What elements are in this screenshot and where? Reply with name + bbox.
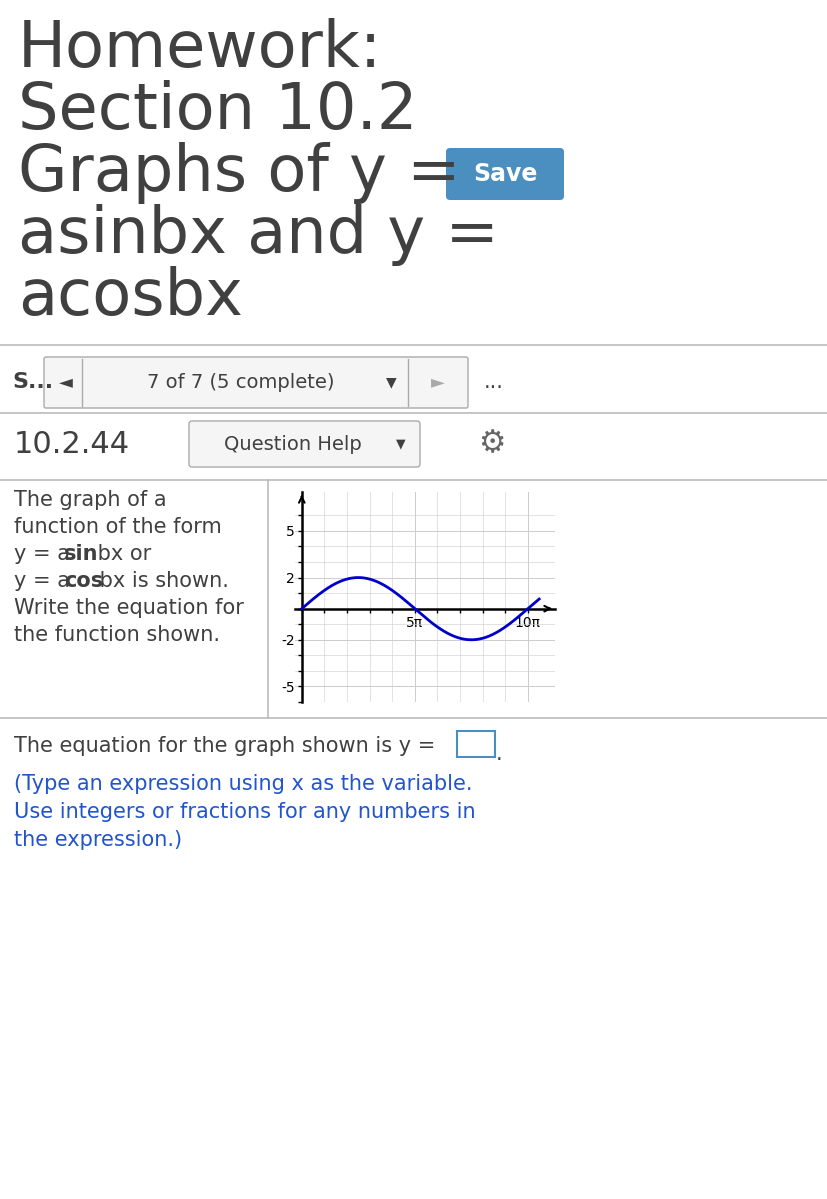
Text: .: . — [495, 745, 502, 764]
Text: Write the equation for: Write the equation for — [14, 598, 244, 617]
Text: bx is shown.: bx is shown. — [93, 571, 228, 591]
Text: ►: ► — [431, 374, 444, 392]
FancyBboxPatch shape — [457, 731, 495, 757]
Text: 7 of 7 (5 complete): 7 of 7 (5 complete) — [147, 373, 334, 392]
Text: acosbx: acosbx — [18, 266, 242, 329]
Text: asinbx and y =: asinbx and y = — [18, 204, 499, 266]
Text: function of the form: function of the form — [14, 517, 222, 537]
Text: Save: Save — [472, 162, 537, 186]
Text: Question Help: Question Help — [223, 434, 361, 453]
Text: ▼: ▼ — [385, 375, 396, 390]
Text: y = a: y = a — [14, 544, 77, 564]
FancyBboxPatch shape — [44, 357, 467, 408]
Text: Graphs of y =: Graphs of y = — [18, 141, 460, 204]
FancyBboxPatch shape — [189, 421, 419, 466]
Text: Homework:: Homework: — [18, 18, 382, 80]
Text: (Type an expression using x as the variable.: (Type an expression using x as the varia… — [14, 775, 472, 794]
Text: ⚙: ⚙ — [478, 429, 505, 458]
Text: Use integers or fractions for any numbers in: Use integers or fractions for any number… — [14, 802, 475, 823]
Text: bx or: bx or — [91, 544, 151, 564]
FancyBboxPatch shape — [446, 147, 563, 200]
Text: Section 10.2: Section 10.2 — [18, 80, 417, 141]
Text: the function shown.: the function shown. — [14, 625, 220, 645]
Text: sin: sin — [64, 544, 98, 564]
Text: y = a: y = a — [14, 571, 77, 591]
Text: ▼: ▼ — [395, 438, 405, 451]
Text: ◄: ◄ — [59, 374, 73, 392]
Text: ...: ... — [484, 373, 504, 392]
Text: The equation for the graph shown is y =: The equation for the graph shown is y = — [14, 736, 435, 757]
Text: The graph of a: The graph of a — [14, 490, 166, 510]
Text: the expression.): the expression.) — [14, 830, 182, 850]
Text: 10.2.44: 10.2.44 — [14, 430, 130, 459]
Text: S...: S... — [12, 373, 53, 392]
Text: cos: cos — [64, 571, 103, 591]
